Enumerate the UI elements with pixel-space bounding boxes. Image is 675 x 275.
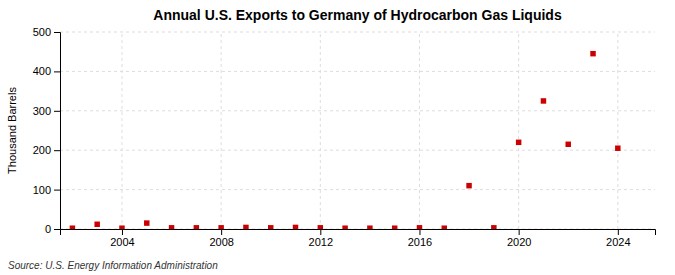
point <box>268 225 273 229</box>
annotation: Source: U.S. Energy Information Administ… <box>8 260 218 271</box>
x-tick-label: 2004 <box>110 236 134 248</box>
point <box>590 51 595 56</box>
x-tick: 2012 <box>309 229 333 248</box>
y-axis-title: Thousand Barrels <box>6 87 18 174</box>
point <box>565 142 570 147</box>
point <box>194 225 199 229</box>
point <box>541 98 546 103</box>
x-tick-label: 2012 <box>309 236 333 248</box>
title: Annual U.S. Exports to Germany of Hydroc… <box>153 7 562 23</box>
grid-line-x <box>617 32 618 229</box>
y-tick-mark <box>54 111 60 112</box>
grid <box>60 32 655 229</box>
point <box>144 220 149 225</box>
y-axis: 0 100 200 300 400 500 <box>33 26 61 235</box>
x-tick: 2016 <box>408 229 432 248</box>
point <box>293 225 298 229</box>
grid-line-y <box>60 71 655 72</box>
grid-line-x <box>320 32 321 229</box>
y-tick-label: 400 <box>33 65 51 77</box>
y-tick: 400 <box>33 65 60 77</box>
y-tick-mark <box>54 71 60 72</box>
x-tick-label: 2008 <box>209 236 233 248</box>
y-tick-label: 200 <box>33 144 51 156</box>
grid-line-x <box>221 32 222 229</box>
point <box>318 225 323 229</box>
point <box>491 225 496 229</box>
y-tick-label: 500 <box>33 26 51 38</box>
x-tick-mark <box>122 229 123 235</box>
y-axis-line <box>54 33 61 230</box>
grid-line-y <box>60 150 655 151</box>
y-tick: 500 <box>33 26 60 38</box>
y-tick: 0 <box>45 223 60 235</box>
x-tick-mark <box>221 229 222 235</box>
y-tick: 200 <box>33 144 60 156</box>
x-tick: 2008 <box>209 229 233 248</box>
y-tick-label: 100 <box>33 184 51 196</box>
y-tick-mark <box>54 150 60 151</box>
point <box>218 225 223 229</box>
point <box>94 222 99 227</box>
y-tick-mark <box>54 32 60 33</box>
point <box>392 225 397 229</box>
grid-line-y <box>60 110 655 111</box>
x-tick: 2024 <box>606 229 630 248</box>
x-tick-mark <box>320 229 321 235</box>
grid-line-y <box>60 32 655 33</box>
point <box>367 225 372 229</box>
point <box>516 140 521 145</box>
plot-area <box>70 51 621 229</box>
point <box>169 225 174 229</box>
point <box>70 225 75 229</box>
grid-line-x <box>121 32 122 229</box>
y-tick-mark <box>54 229 60 230</box>
y-tick-mark <box>54 190 60 191</box>
x-tick-mark <box>519 229 520 235</box>
x-tick-label: 2016 <box>408 236 432 248</box>
point <box>466 183 471 188</box>
x-tick-mark <box>419 229 420 235</box>
point <box>342 225 347 229</box>
x-axis: 2004 2008 2012 2016 2020 2024 <box>61 229 656 248</box>
x-tick: 2004 <box>110 229 134 248</box>
x-tick-mark <box>618 229 619 235</box>
point <box>243 225 248 229</box>
y-tick-label: 300 <box>33 105 51 117</box>
y-tick-label: 0 <box>45 223 51 235</box>
x-tick: 2020 <box>507 229 531 248</box>
point <box>119 225 124 229</box>
y-tick: 300 <box>33 105 60 117</box>
point <box>417 225 422 229</box>
y-tick: 100 <box>33 184 60 196</box>
grid-line-x <box>419 32 420 229</box>
grid-line-y <box>60 189 655 190</box>
point <box>615 145 620 150</box>
chart-container: 2004 2008 2012 2016 2020 2024 0 100 200 300 400 500… <box>0 0 675 275</box>
point <box>442 225 447 229</box>
grid-line-x <box>518 32 519 229</box>
x-tick-label: 2024 <box>606 236 630 248</box>
x-axis-line <box>61 230 656 236</box>
x-tick-label: 2020 <box>507 236 531 248</box>
chart-svg: 2004 2008 2012 2016 2020 2024 0 100 200 300 400 500… <box>0 0 675 275</box>
